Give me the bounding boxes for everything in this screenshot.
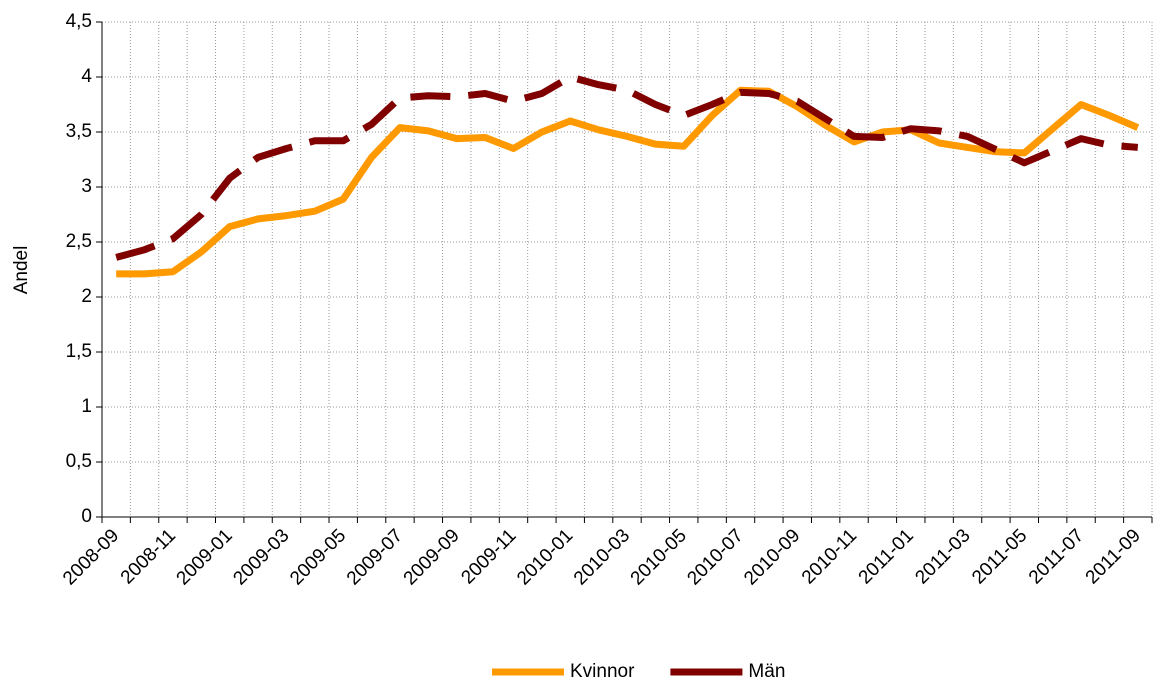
x-tick-label: 2010-05	[627, 525, 691, 589]
x-tick-label: 2011-09	[1082, 525, 1145, 588]
x-tick-label: 2009-03	[229, 525, 293, 589]
x-tick-label: 2009-07	[343, 525, 407, 589]
legend-label: Män	[748, 661, 785, 682]
x-tick-label: 2010-07	[683, 525, 747, 589]
x-tick-label: 2010-03	[570, 525, 634, 589]
y-tick-label: 4,5	[66, 11, 92, 32]
x-tick-label: 2011-03	[911, 525, 974, 588]
x-tick-label: 2008-09	[59, 525, 123, 589]
x-tick-label: 2009-09	[400, 525, 464, 589]
series-line	[116, 86, 1140, 278]
x-tick-label: 2010-01	[513, 525, 577, 589]
y-tick-label: 0,5	[66, 451, 92, 472]
x-tick-label: 2011-05	[968, 525, 1031, 588]
y-tick-label: 2	[81, 286, 92, 307]
x-tick-label: 2010-11	[798, 525, 861, 588]
y-tick-label: 1	[81, 396, 92, 417]
x-tick-label: 2008-11	[117, 525, 180, 588]
y-tick-label: 3,5	[66, 121, 92, 142]
x-tick-label: 2011-07	[1025, 525, 1088, 588]
x-tick-label: 2011-01	[855, 525, 918, 588]
y-tick-label: 2,5	[66, 231, 92, 252]
x-tick-label: 2009-01	[173, 525, 237, 589]
x-tick-label: 2009-05	[286, 525, 350, 589]
y-axis-label: Andel	[11, 246, 32, 295]
legend-label: Kvinnor	[570, 661, 635, 682]
x-tick-label: 2009-11	[457, 525, 520, 588]
y-tick-label: 3	[81, 176, 92, 197]
series-line	[115, 73, 1139, 261]
y-tick-label: 4	[81, 66, 92, 87]
y-tick-label: 1,5	[66, 341, 92, 362]
x-tick-label: 2010-09	[740, 525, 804, 589]
y-tick-label: 0	[81, 506, 92, 527]
